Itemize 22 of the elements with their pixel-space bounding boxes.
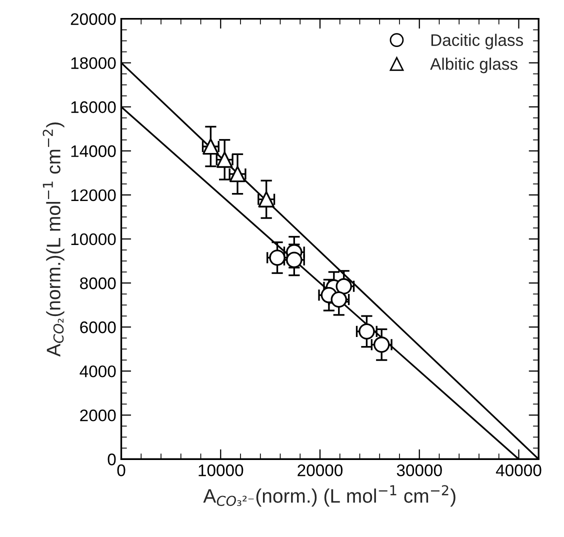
- y-tick-label: 0: [108, 454, 116, 466]
- x-tick-label: 40000: [496, 464, 542, 476]
- point: [330, 291, 347, 308]
- x-tick-label: 0: [117, 464, 126, 476]
- y-tick-label: 18000: [71, 57, 116, 70]
- legend-label: Dacitic glass: [431, 34, 524, 50]
- y-tick-label: 8000: [80, 277, 116, 290]
- y-axis-title: A$_{CO₂}$(norm.)(L mol$^{−1}$ cm$^{−2}$): [42, 122, 64, 357]
- x-tick-label: 10000: [198, 464, 244, 476]
- y-tick-label: 4000: [80, 365, 116, 378]
- y-tick-label: 14000: [71, 145, 116, 158]
- point: [336, 278, 352, 294]
- y-tick-label: 12000: [71, 189, 116, 202]
- y-tick-label: 10000: [71, 233, 116, 246]
- y-tick-label: 2000: [80, 410, 116, 422]
- y-tick-label: 16000: [71, 101, 116, 114]
- x-axis-title: A$_{CO₃²⁻}$(norm.) (L mol$^{−1}$ cm$^{−2}$): [203, 485, 456, 507]
- x-tick-label: 20000: [298, 464, 343, 476]
- x-tick-label: 30000: [396, 464, 442, 476]
- y-tick-label: 6000: [80, 321, 116, 334]
- legend-label: Albitic glass: [430, 58, 518, 74]
- y-tick-label: 20000: [70, 13, 116, 25]
